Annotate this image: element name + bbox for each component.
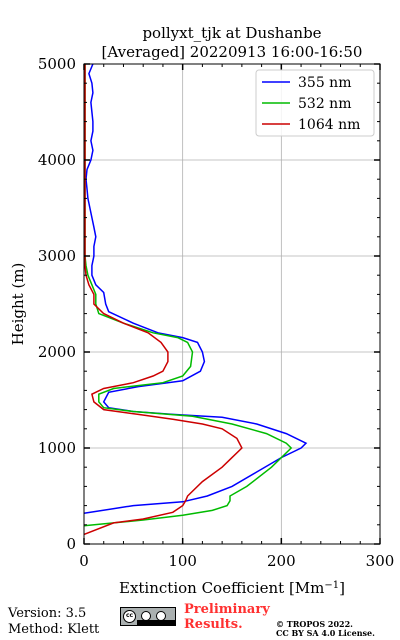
- copyright-line2: CC BY SA 4.0 License.: [276, 628, 375, 638]
- cc-icon: cc: [123, 610, 136, 623]
- series-lines: [83, 63, 308, 536]
- x-tick-label: 100: [168, 552, 197, 570]
- preliminary-line1: Preliminary: [184, 602, 270, 617]
- x-tick-label: 0: [79, 552, 89, 570]
- x-axis-label: Extinction Coefficient [Mm−1]: [119, 579, 345, 597]
- series-line-532-nm: [83, 64, 293, 527]
- copyright-notice: © TROPOS 2022. CC BY SA 4.0 License.: [276, 620, 375, 638]
- method-text: Method: Klett: [8, 622, 100, 637]
- legend: 355 nm 532 nm 1064 nm: [255, 69, 375, 137]
- plot-frame: [83, 63, 381, 545]
- x-axis-label-text: Extinction Coefficient [Mm: [119, 579, 324, 597]
- chart-subtitle: [Averaged] 20220913 16:00-16:50: [102, 43, 363, 61]
- chart-title: pollyxt_tjk at Dushanbe: [142, 24, 321, 42]
- x-tick-label: 200: [267, 552, 296, 570]
- preliminary-notice: Preliminary Results.: [184, 602, 270, 632]
- x-axis-label-close: ]: [339, 579, 345, 597]
- copyright-line1: © TROPOS 2022.: [276, 619, 353, 629]
- y-tick-label: 1000: [38, 439, 76, 457]
- legend-label: 532 nm: [298, 96, 351, 112]
- y-tick-label: 0: [66, 535, 76, 553]
- series-line-1064-nm: [83, 64, 243, 536]
- y-axis-label: Height (m): [9, 263, 27, 346]
- preliminary-line2: Results.: [184, 617, 243, 632]
- y-tick-label: 2000: [38, 343, 76, 361]
- y-tick-label: 3000: [38, 247, 76, 265]
- cc-by-sa-icon: cc: [120, 607, 176, 626]
- series-line-355-nm: [83, 63, 308, 515]
- legend-label: 1064 nm: [298, 117, 360, 133]
- legend-label: 355 nm: [298, 75, 351, 91]
- y-tick-label: 5000: [38, 55, 76, 73]
- license-strip: [137, 620, 175, 625]
- legend-box: [255, 69, 375, 137]
- x-axis-label-unit-exponent: −1: [324, 580, 339, 591]
- y-tick-label: 4000: [38, 151, 76, 169]
- x-tick-label: 300: [366, 552, 395, 570]
- version-text: Version: 3.5: [8, 606, 87, 621]
